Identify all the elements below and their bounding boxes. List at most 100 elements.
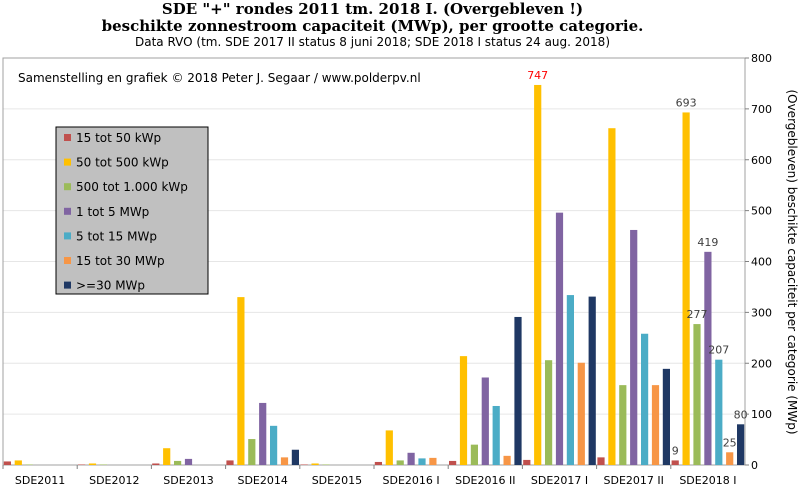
bar bbox=[545, 360, 553, 465]
bar bbox=[630, 229, 638, 465]
chart-source-note: Data RVO (tm. SDE 2017 II status 8 juni … bbox=[135, 35, 610, 49]
bar bbox=[641, 333, 649, 465]
bar bbox=[577, 362, 585, 465]
bar bbox=[566, 295, 574, 465]
y-tick-label: 200 bbox=[751, 357, 772, 370]
y-axis-label: (Overgebleven) beschikte capaciteit per … bbox=[785, 89, 799, 434]
x-tick-label: SDE2012 bbox=[89, 474, 139, 487]
bar bbox=[3, 461, 11, 465]
bar bbox=[322, 464, 330, 465]
bar bbox=[184, 458, 193, 465]
bar bbox=[726, 452, 734, 465]
legend-label: 1 tot 5 MWp bbox=[76, 205, 149, 219]
y-tick-label: 500 bbox=[751, 205, 772, 218]
bar bbox=[492, 405, 500, 465]
bar bbox=[152, 463, 160, 465]
bar bbox=[682, 112, 690, 465]
data-label: 693 bbox=[676, 96, 697, 109]
data-labels: 747 9 693 277 419 207 25 80 bbox=[527, 69, 747, 457]
y-tick-label: 300 bbox=[751, 306, 772, 319]
legend-label: 15 tot 50 kWp bbox=[76, 131, 161, 145]
bar bbox=[514, 316, 522, 465]
data-label: 277 bbox=[687, 308, 708, 321]
legend-swatch bbox=[64, 232, 71, 240]
legend-label: 500 tot 1.000 kWp bbox=[76, 180, 188, 194]
bar bbox=[597, 457, 605, 465]
data-label: 80 bbox=[734, 408, 748, 421]
x-tick-label: SDE2015 bbox=[312, 474, 362, 487]
chart-subtitle: beschikte zonnestroom capaciteit (MWp), … bbox=[101, 17, 644, 35]
y-tick-label: 700 bbox=[751, 103, 772, 116]
bar bbox=[280, 457, 289, 465]
bar bbox=[651, 385, 660, 465]
y-tick-label: 100 bbox=[751, 408, 772, 421]
bar bbox=[396, 460, 404, 465]
y-tick-label: 400 bbox=[751, 256, 772, 269]
legend-swatch bbox=[64, 183, 71, 191]
bar bbox=[555, 212, 564, 465]
bar bbox=[385, 430, 393, 465]
bar bbox=[662, 368, 670, 465]
x-tick-label: SDE2013 bbox=[163, 474, 213, 487]
legend: 15 tot 50 kWp 50 tot 500 kWp 500 tot 1.000… bbox=[55, 126, 209, 295]
bar bbox=[311, 463, 319, 465]
legend-box bbox=[55, 126, 209, 295]
bar bbox=[704, 251, 712, 465]
x-tick-label: SDE2011 bbox=[15, 474, 65, 487]
legend-label: 5 tot 15 MWp bbox=[76, 229, 157, 243]
bar bbox=[374, 461, 382, 465]
legend-swatch bbox=[64, 207, 71, 215]
bar bbox=[619, 385, 627, 465]
legend-swatch bbox=[64, 134, 71, 141]
bar bbox=[523, 459, 531, 465]
bar bbox=[88, 463, 97, 465]
x-tick-label: SDE2017 I bbox=[531, 474, 588, 487]
legend-swatch bbox=[64, 158, 71, 166]
chart-title: SDE "+" rondes 2011 tm. 2018 I. (Overgeb… bbox=[161, 0, 584, 18]
legend-label: 50 tot 500 kWp bbox=[76, 156, 169, 170]
data-label: 9 bbox=[672, 444, 679, 457]
data-label: 419 bbox=[697, 236, 718, 249]
bar bbox=[174, 460, 182, 465]
bar bbox=[163, 448, 171, 465]
data-label: 207 bbox=[708, 344, 729, 357]
bar bbox=[449, 460, 457, 465]
bar bbox=[237, 297, 245, 465]
x-tick-label: SDE2014 bbox=[237, 474, 287, 487]
credit-text: Samenstelling en grafiek © 2018 Peter J.… bbox=[18, 71, 421, 85]
bar bbox=[25, 464, 33, 465]
chart-titles: SDE "+" rondes 2011 tm. 2018 I. (Overgeb… bbox=[0, 0, 745, 50]
legend-label: >=30 MWp bbox=[76, 279, 145, 293]
bar bbox=[608, 128, 616, 465]
bar bbox=[534, 84, 542, 466]
data-label: 747 bbox=[527, 69, 548, 82]
x-tick-label: SDE2017 II bbox=[604, 474, 664, 487]
bar bbox=[481, 377, 489, 465]
legend-swatch bbox=[64, 281, 71, 289]
bar bbox=[300, 464, 308, 465]
legend-swatch bbox=[64, 257, 71, 264]
bar bbox=[99, 464, 107, 465]
bar bbox=[291, 449, 299, 465]
bar bbox=[226, 460, 234, 465]
bar bbox=[693, 324, 701, 465]
y-tick-label: 800 bbox=[751, 52, 772, 65]
bar bbox=[588, 296, 596, 465]
bar bbox=[715, 359, 723, 465]
y-tick-label: 0 bbox=[751, 459, 758, 472]
bar bbox=[459, 356, 468, 465]
bar bbox=[78, 464, 86, 465]
bar bbox=[248, 439, 256, 465]
y-axis: 0 100 200 300 400 500 600 700 800 bbox=[745, 52, 772, 472]
bar bbox=[418, 458, 426, 465]
legend-label: 15 tot 30 MWp bbox=[76, 254, 165, 268]
x-tick-label: SDE2018 I bbox=[679, 474, 736, 487]
data-label: 25 bbox=[723, 436, 737, 449]
bar bbox=[671, 460, 679, 465]
x-tick-label: SDE2016 II bbox=[455, 474, 515, 487]
x-tick-label: SDE2016 I bbox=[383, 474, 440, 487]
x-axis: SDE2011 SDE2012 SDE2013 SDE2014 SDE2015 SDE20… bbox=[2, 465, 736, 487]
bar bbox=[503, 455, 511, 465]
bar bbox=[429, 457, 437, 465]
bar bbox=[407, 452, 415, 465]
